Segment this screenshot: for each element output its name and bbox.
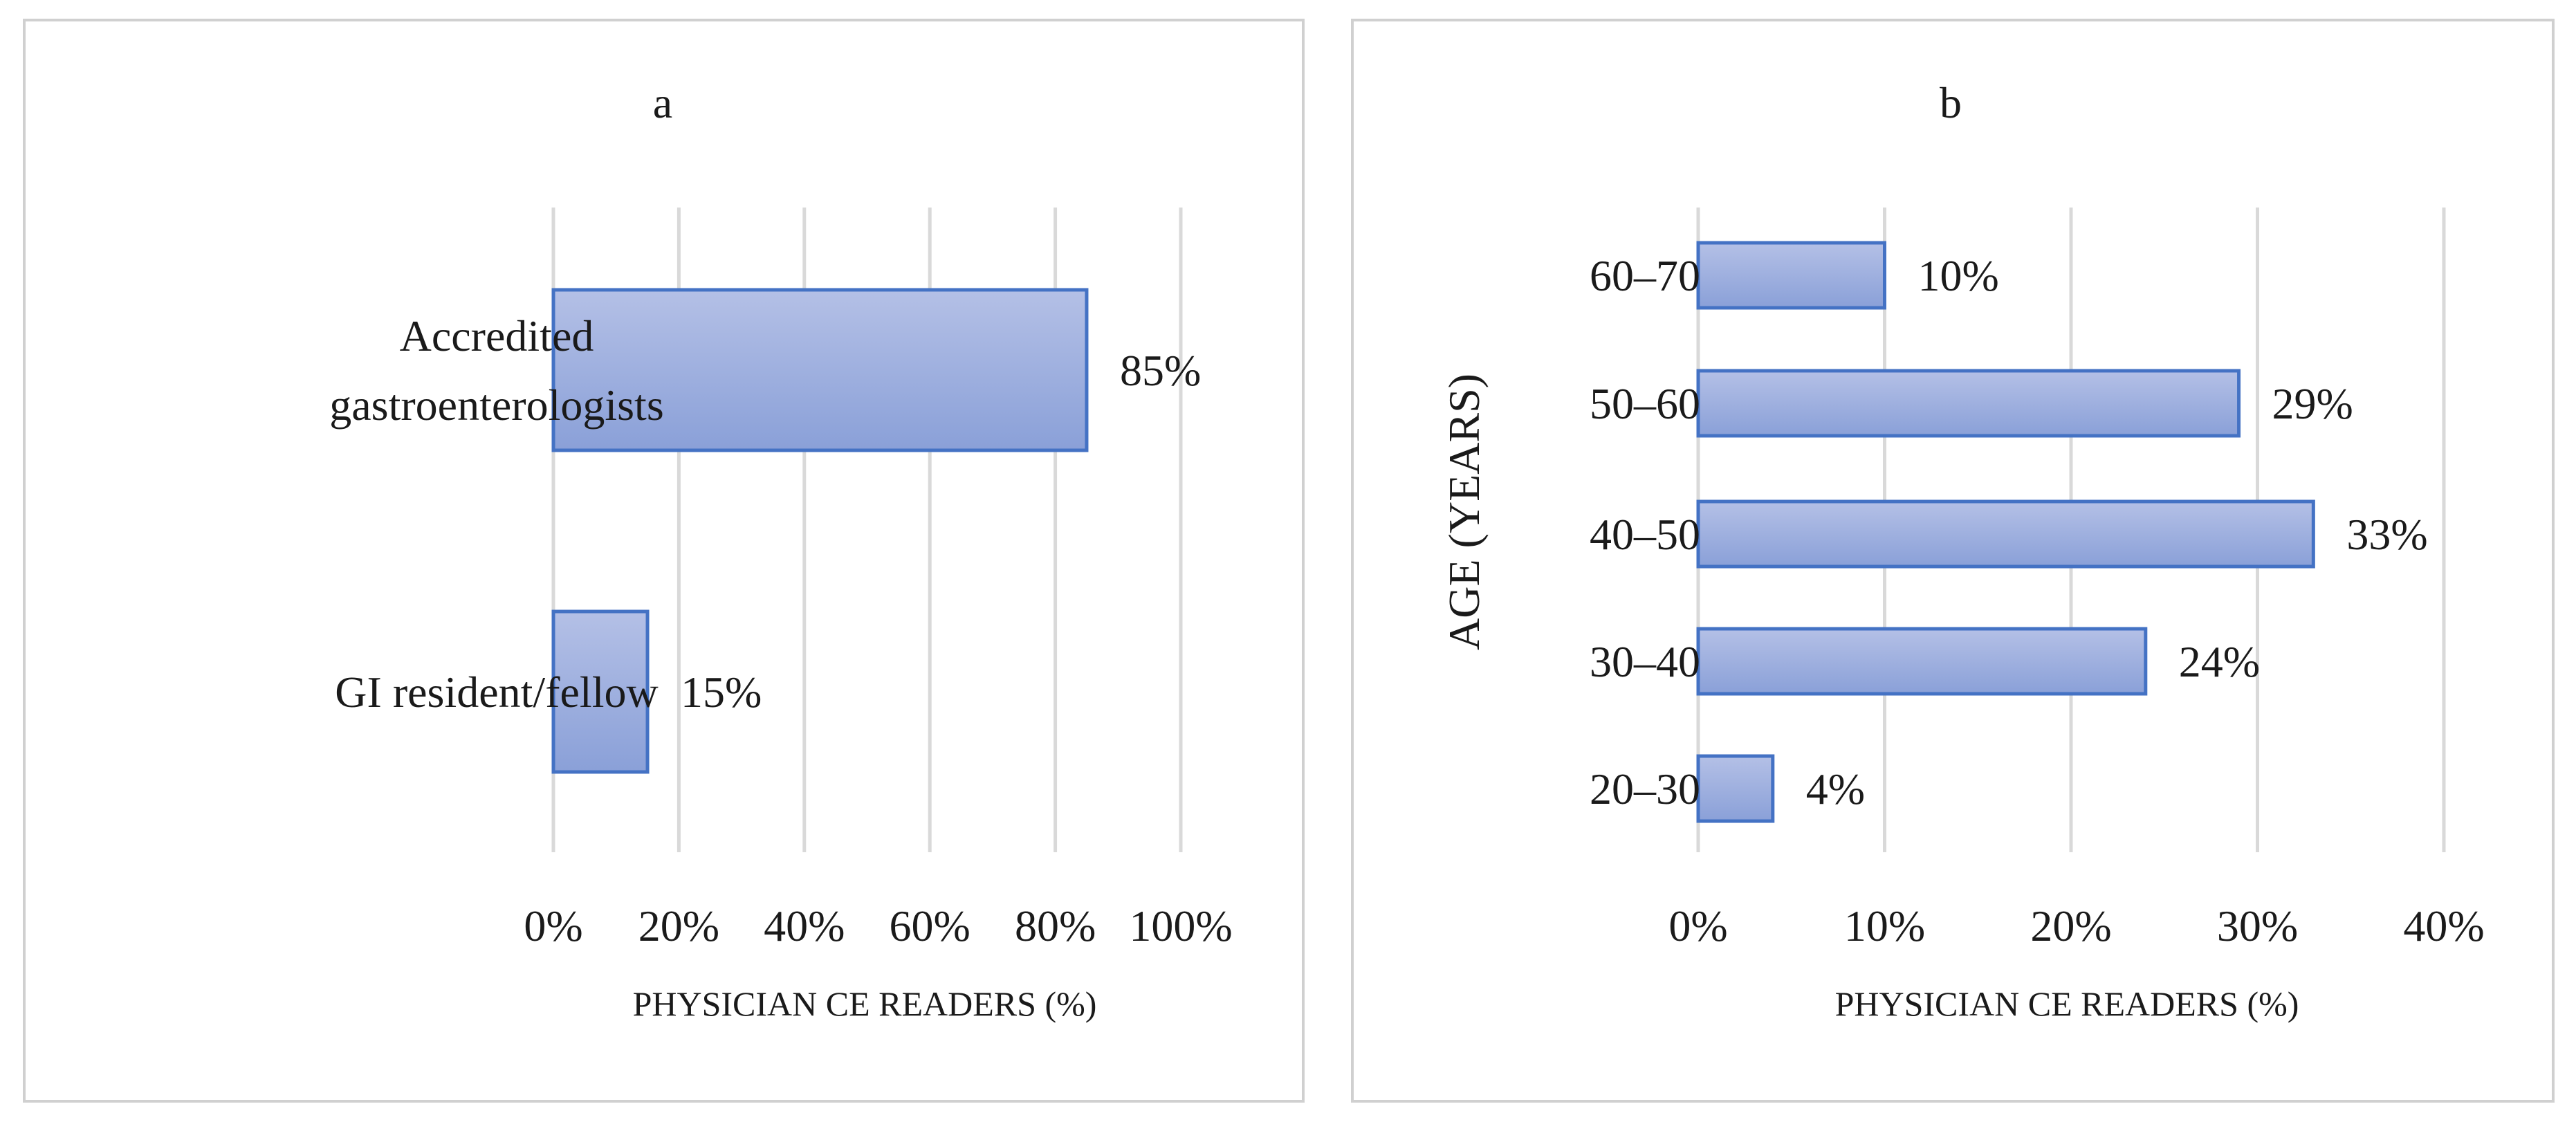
data-label: 4% xyxy=(1806,764,1865,813)
data-label: 15% xyxy=(681,668,762,717)
category-label: GI resident/fellow xyxy=(335,668,658,717)
panel-b-y-axis-label: AGE (YEARS) xyxy=(1439,374,1489,650)
panel-b-x-tick-labels: 0% 10% 20% 30% 40% xyxy=(1668,901,2484,950)
x-tick-label: 40% xyxy=(764,901,845,950)
panel-a-title: a xyxy=(653,78,672,127)
data-label: 85% xyxy=(1120,346,1201,395)
bar xyxy=(1696,241,1886,310)
bar xyxy=(1696,754,1775,823)
data-label: 33% xyxy=(2346,510,2427,559)
panel-a-x-tick-labels: 0% 20% 40% 60% 80% 100% xyxy=(524,901,1232,950)
panel-b-title: b xyxy=(1940,78,1962,127)
category-label: 30–40 xyxy=(1590,637,1700,686)
chart-panel-a: a 85% 15% Accredited gastroenterologists GI… xyxy=(23,19,1305,1103)
bar xyxy=(1696,369,2241,438)
x-tick-label: 30% xyxy=(2217,901,2298,950)
x-tick-label: 10% xyxy=(1844,901,1925,950)
x-tick-label: 80% xyxy=(1015,901,1096,950)
x-tick-label: 60% xyxy=(890,901,970,950)
data-label: 10% xyxy=(1918,251,1999,300)
category-label: gastroenterologists xyxy=(329,380,663,430)
bar xyxy=(1696,627,2148,696)
data-label: 29% xyxy=(2272,379,2353,428)
category-label: 60–70 xyxy=(1590,251,1700,300)
panel-a-border xyxy=(23,19,1305,1103)
chart-panel-b: b 10% 29% 33% 24% 4% 60–70 50–60 40–50 30–40 20–… xyxy=(1351,19,2555,1103)
x-tick-label: 100% xyxy=(1129,901,1232,950)
bar xyxy=(551,288,1089,452)
x-tick-label: 0% xyxy=(524,901,582,950)
panel-b-x-axis-label: PHYSICIAN CE READERS (%) xyxy=(1835,984,2299,1023)
panel-a-bars: 85% 15% xyxy=(551,288,1201,774)
category-label: 40–50 xyxy=(1590,510,1700,559)
x-tick-label: 0% xyxy=(1668,901,1727,950)
panel-b-category-labels: 60–70 50–60 40–50 30–40 20–30 xyxy=(1590,251,1700,813)
category-label: 50–60 xyxy=(1590,379,1700,428)
data-label: 24% xyxy=(2179,637,2260,686)
panel-b-bars: 10% 29% 33% 24% 4% xyxy=(1696,241,2428,823)
x-tick-label: 40% xyxy=(2403,901,2484,950)
x-tick-label: 20% xyxy=(638,901,719,950)
panel-a-category-labels: Accredited gastroenterologists GI resident… xyxy=(329,311,663,717)
bar xyxy=(551,609,650,774)
category-label: Accredited xyxy=(400,311,594,360)
bar xyxy=(1696,499,2315,569)
category-label: 20–30 xyxy=(1590,764,1700,813)
x-tick-label: 20% xyxy=(2030,901,2111,950)
panel-a-x-axis-label: PHYSICIAN CE READERS (%) xyxy=(633,984,1097,1023)
